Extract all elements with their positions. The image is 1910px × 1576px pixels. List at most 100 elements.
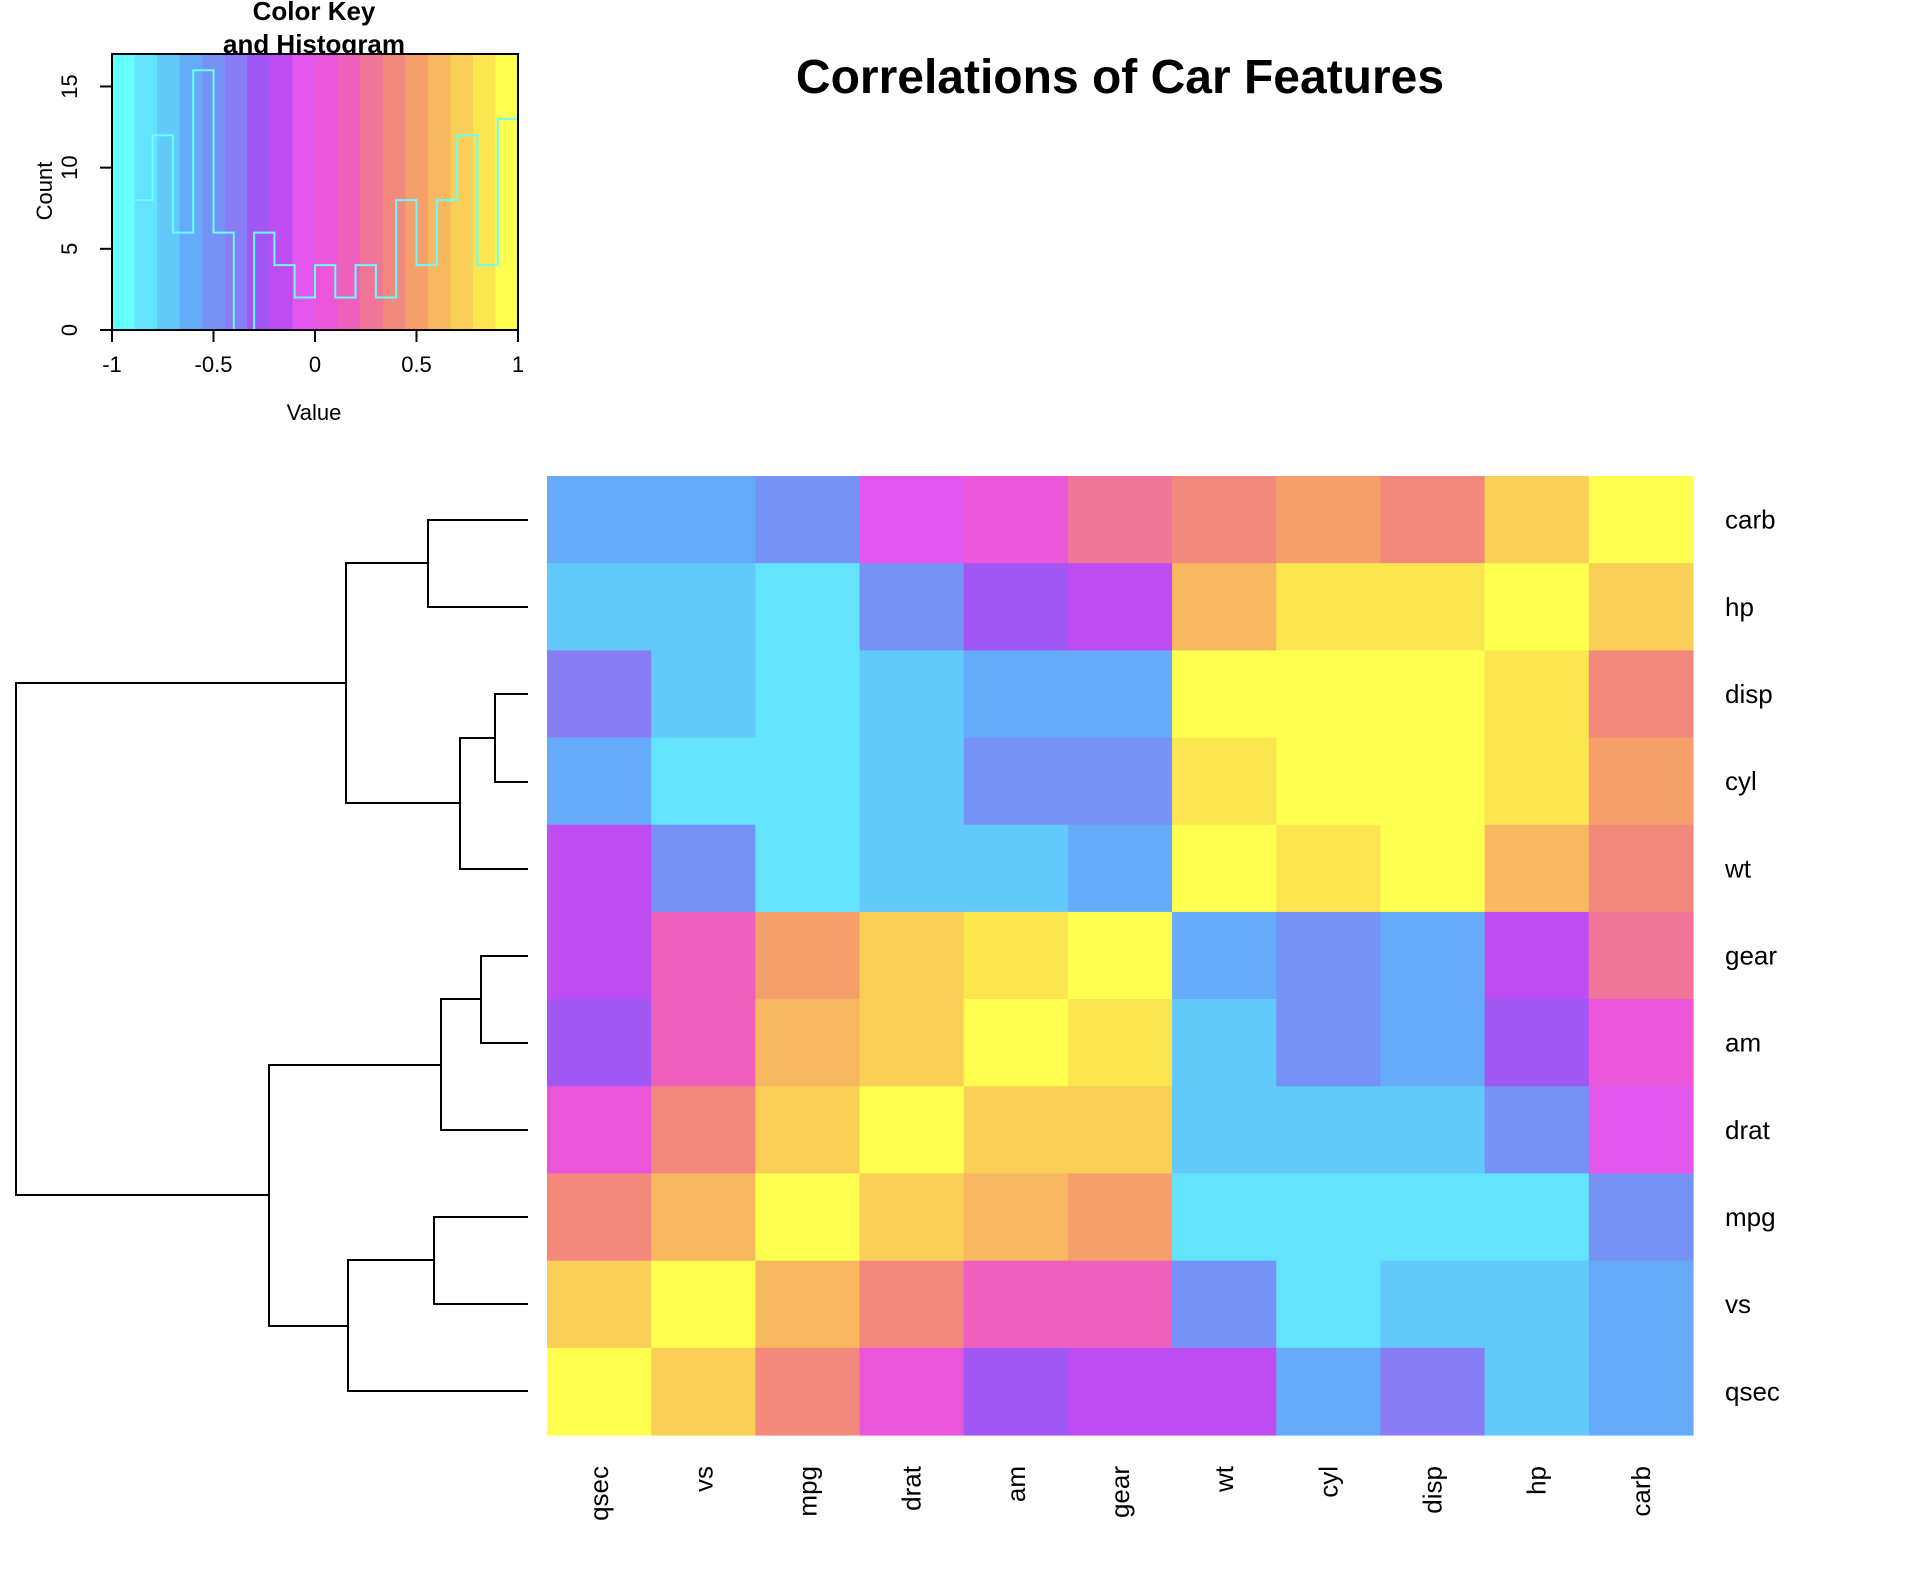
heatmap-cell-qsec-wt [1172, 1347, 1277, 1436]
heatmap-cell-gear-qsec [547, 911, 652, 1000]
heatmap-cell-drat-drat [859, 1086, 965, 1175]
heatmap-cell-hp-cyl [1276, 563, 1382, 651]
heatmap-cell-vs-wt [1172, 1260, 1277, 1349]
heatmap-cell-wt-am [963, 824, 1069, 913]
heatmap-cell-vs-cyl [1276, 1260, 1382, 1349]
heatmap-cell-gear-wt [1172, 911, 1277, 1000]
column-label-hp: hp [1522, 1466, 1552, 1495]
column-label-cyl: cyl [1313, 1466, 1343, 1498]
column-label-am: am [1001, 1466, 1031, 1502]
heatmap-column-labels: qsec vs mpg drat am gear wt cyl disp hp carb [584, 1465, 1656, 1521]
heatmap-cell-qsec-mpg [755, 1347, 861, 1436]
heatmap-cell-drat-mpg [755, 1086, 861, 1175]
heatmap-cell-gear-am [963, 911, 1069, 1000]
heatmap-cell-drat-am [963, 1086, 1069, 1175]
dendrogram-branch-mpgvs-qsec [347, 1259, 528, 1392]
color-key-x-tick-label: 1 [512, 352, 524, 377]
heatmap-cell-qsec-hp [1484, 1347, 1590, 1436]
row-label-mpg: mpg [1725, 1202, 1776, 1232]
heatmap-cell-am-qsec [547, 999, 652, 1087]
color-key-stripe [157, 54, 181, 330]
heatmap-cell-cyl-mpg [755, 737, 861, 826]
row-label-cyl: cyl [1725, 766, 1757, 796]
heatmap-cell-disp-qsec [547, 650, 652, 739]
heatmap-cell-wt-carb [1588, 824, 1694, 913]
heatmap-cell-drat-carb [1588, 1086, 1694, 1175]
heatmap-cell-gear-hp [1484, 911, 1590, 1000]
heatmap-cell-disp-cyl [1276, 650, 1382, 739]
heatmap-cell-disp-mpg [755, 650, 861, 739]
color-key-histogram-line [112, 69, 518, 331]
heatmap-cell-am-vs [651, 999, 756, 1087]
heatmap-cell-wt-qsec [547, 824, 652, 913]
heatmap-cell-qsec-drat [859, 1347, 965, 1436]
heatmap-cell-hp-mpg [755, 563, 861, 651]
heatmap-cell-mpg-cyl [1276, 1173, 1382, 1262]
color-key-stripe [134, 54, 158, 330]
color-key-x-tick-label: 0.5 [401, 352, 432, 377]
color-key-stripe [472, 54, 497, 330]
heatmap-cell-vs-vs [651, 1260, 756, 1349]
heatmap-cell-carb-vs [651, 476, 756, 564]
column-label-vs: vs [688, 1466, 718, 1492]
heatmap-cell-gear-mpg [755, 911, 861, 1000]
color-key-stripe [450, 54, 474, 330]
heatmap-cell-hp-vs [651, 563, 756, 651]
heatmap-cell-disp-hp [1484, 650, 1590, 739]
heatmap-cell-vs-gear [1067, 1260, 1173, 1349]
heatmap-cell-cyl-hp [1484, 737, 1590, 826]
color-key-x-axis-label: Value [287, 400, 342, 425]
heatmap-cell-cyl-gear [1067, 737, 1173, 826]
heatmap-cell-vs-drat [859, 1260, 965, 1349]
heatmap-cell-hp-am [963, 563, 1069, 651]
color-key-stripe [269, 54, 294, 330]
heatmap-row-labels: carb hp disp cyl wt gear am drat mpg vs qsec [1724, 505, 1780, 1407]
heatmap-cell-mpg-carb [1588, 1173, 1694, 1262]
heatmap-cell-am-disp [1380, 999, 1486, 1087]
heatmap-cell-qsec-vs [651, 1347, 756, 1436]
heatmap-cell-drat-vs [651, 1086, 756, 1175]
heatmap-cell-mpg-drat [859, 1173, 965, 1262]
heatmap-cell-am-mpg [755, 999, 861, 1087]
heatmap-cell-mpg-am [963, 1173, 1069, 1262]
color-key-stripe [337, 54, 361, 330]
heatmap-cell-cyl-qsec [547, 737, 652, 826]
heatmap-cell-disp-carb [1588, 650, 1694, 739]
heatmap-cell-mpg-qsec [547, 1173, 652, 1262]
row-dendrogram [15, 519, 528, 1392]
dendrogram-branch-root [15, 682, 346, 1196]
heatmap-cell-wt-vs [651, 824, 756, 913]
heatmap-cell-qsec-am [963, 1347, 1069, 1436]
heatmap-cell-carb-gear [1067, 476, 1173, 564]
heatmap-cell-gear-disp [1380, 911, 1486, 1000]
heatmap-cell-wt-mpg [755, 824, 861, 913]
heatmap-cell-mpg-hp [1484, 1173, 1590, 1262]
dendrogram-branch-carb-hp [427, 519, 528, 608]
color-key-stripe [247, 54, 271, 330]
heatmap-cell-carb-cyl [1276, 476, 1382, 564]
color-key-y-tick-label: 10 [57, 155, 82, 179]
heatmap-cell-carb-qsec [547, 476, 652, 564]
heatmap-cell-wt-wt [1172, 824, 1277, 913]
dendrogram-branch-upper-cluster [345, 562, 460, 804]
heatmap-cell-drat-gear [1067, 1086, 1173, 1175]
color-key-stripe [382, 54, 406, 330]
row-label-disp: disp [1725, 679, 1773, 709]
color-key-x-tick-label: -0.5 [195, 352, 233, 377]
heatmap-cell-wt-hp [1484, 824, 1590, 913]
heatmap-cell-wt-gear [1067, 824, 1173, 913]
heatmap-cell-am-gear [1067, 999, 1173, 1087]
heatmap-cells [547, 476, 1694, 1436]
heatmap-cell-wt-drat [859, 824, 965, 913]
heatmap-cell-carb-hp [1484, 476, 1590, 564]
row-label-gear: gear [1725, 941, 1777, 971]
dendrogram-branch-gearam-drat [440, 998, 528, 1131]
heatmap-cell-vs-am [963, 1260, 1069, 1349]
column-label-mpg: mpg [793, 1466, 823, 1517]
row-label-qsec: qsec [1725, 1376, 1780, 1406]
heatmap-cell-wt-cyl [1276, 824, 1382, 913]
heatmap-cell-drat-hp [1484, 1086, 1590, 1175]
color-key-stripe [292, 54, 316, 330]
